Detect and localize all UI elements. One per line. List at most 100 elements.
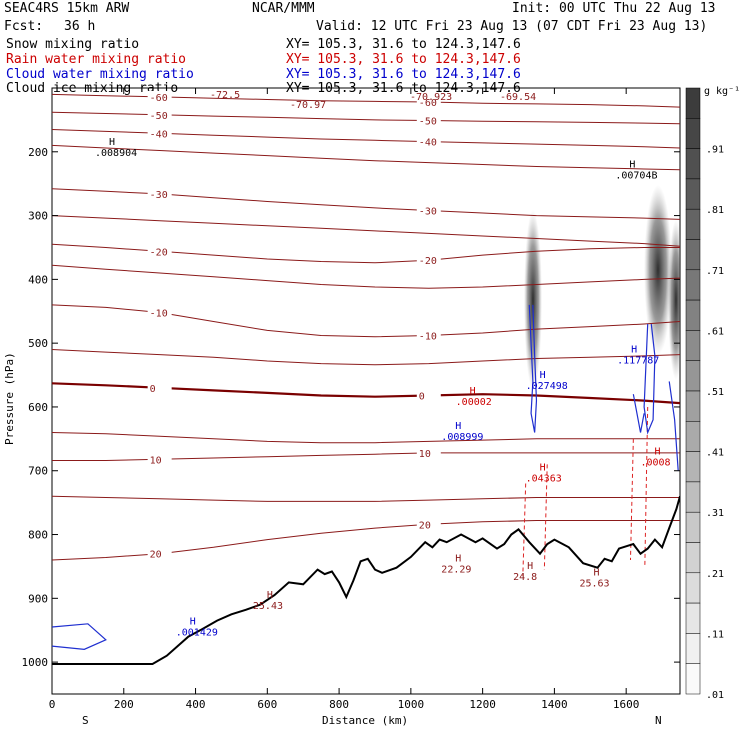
- y-tick-label: 700: [28, 465, 48, 478]
- isotherm-line: [52, 111, 680, 125]
- high-marker-h: H: [629, 159, 635, 170]
- colorbar-swatch: [685, 87, 701, 119]
- high-marker-h: H: [540, 370, 546, 381]
- isotherm-line: [52, 129, 680, 149]
- high-marker-value: .027498: [526, 381, 568, 392]
- isotherm-label: 20: [150, 550, 162, 561]
- isotherm-label-bg: [416, 389, 441, 402]
- x-tick-label: 800: [329, 698, 349, 711]
- y-tick-label: 600: [28, 401, 48, 414]
- colorbar-swatch: [685, 269, 701, 301]
- colorbar-swatch: [685, 542, 701, 574]
- colorbar: .91 .81 .71 .61 .51 .41 .31 .21 .11 .01: [685, 87, 724, 701]
- high-marker-value: .117787: [617, 355, 659, 366]
- isotherm-label: 0: [150, 384, 156, 395]
- top-contour-label: -70.923: [410, 92, 452, 103]
- colorbar-swatch: [685, 451, 701, 483]
- high-marker-h: H: [455, 421, 461, 432]
- y-tick-label: 500: [28, 337, 48, 350]
- colorbar-swatch: [685, 663, 701, 695]
- isotherm-label: -30: [150, 190, 168, 201]
- temperature-contours: -60 -60 -50 -50 -40 -40 -30 -30 -20 -20 -10 -10 0 0 10…: [52, 90, 680, 561]
- high-marker-value: .001429: [176, 628, 218, 639]
- colorbar-label: .11: [706, 629, 724, 640]
- high-marker-h: H: [190, 617, 196, 628]
- isotherm-label-bg: [147, 306, 172, 319]
- high-marker-value: .04363: [526, 473, 562, 484]
- colorbar-label: .91: [706, 145, 724, 156]
- isotherm-label-bg: [147, 187, 172, 200]
- high-marker-h: H: [540, 462, 546, 473]
- colorbar-swatch: [685, 239, 701, 271]
- high-marker-value: 22.29: [441, 565, 471, 576]
- plot-frame: [51, 87, 681, 695]
- init-time: Init: 00 UTC Thu 22 Aug 13: [512, 1, 716, 16]
- isotherm-line: [52, 452, 680, 461]
- snow-plumes: [524, 185, 680, 390]
- legend-rain-xy: XY= 105.3, 31.6 to 124.3,147.6: [286, 52, 521, 67]
- y-tick-label: 400: [28, 273, 48, 286]
- high-marker-value: .00002: [456, 397, 492, 408]
- isotherm-label: -60: [150, 93, 168, 104]
- legend: Snow mixing ratio XY= 105.3, 31.6 to 124…: [6, 37, 521, 96]
- high-marker-h: H: [654, 446, 660, 457]
- isotherm-label-bg: [147, 90, 172, 103]
- colorbar-label: .81: [706, 205, 724, 216]
- isotherm-label: -10: [150, 309, 168, 320]
- y-tick-label: 300: [28, 210, 48, 223]
- x-tick-label: 400: [186, 698, 206, 711]
- colorbar-swatch: [685, 360, 701, 392]
- isotherm-label-bg: [416, 446, 441, 459]
- isotherm-label-bg: [147, 547, 172, 560]
- terrain-profile: [52, 496, 680, 665]
- isotherm-label: -40: [419, 138, 437, 149]
- isotherm-label-bg: [416, 114, 441, 127]
- cloud-water-contour: [52, 623, 107, 650]
- isotherm-label: -30: [419, 206, 437, 217]
- isotherm-label-bg: [416, 96, 441, 109]
- isotherm-label-bg: [416, 204, 441, 217]
- snow-plume-3: [668, 220, 680, 380]
- x-tick-label: 200: [114, 698, 134, 711]
- isotherm-line: [52, 432, 680, 444]
- colorbar-swatch: [685, 208, 701, 240]
- colorbar-label: .31: [706, 508, 724, 519]
- high-marker-h: H: [109, 137, 115, 148]
- terrain-line: [52, 496, 680, 665]
- y-axis-title: Pressure (hPa): [3, 352, 16, 445]
- isotherm-label: 0: [419, 391, 425, 402]
- high-marker-h: H: [631, 344, 637, 355]
- high-marker-h: H: [593, 568, 599, 579]
- x-tick-label: 1200: [469, 698, 496, 711]
- isotherm-line: [52, 304, 680, 338]
- cloud-water-contour: [643, 323, 656, 435]
- isotherm-line: [52, 495, 680, 502]
- top-contour-label: -70.97: [290, 100, 326, 111]
- x-tick-label: 600: [257, 698, 277, 711]
- colorbar-swatch: [685, 602, 701, 634]
- cloud-water-contour: [528, 304, 538, 433]
- isotherm-label-bg: [416, 254, 441, 267]
- rain-water-contours: [522, 406, 649, 577]
- high-marker-value: 25.63: [579, 579, 609, 590]
- isotherm-label: 10: [150, 455, 162, 466]
- end-label-south: S: [82, 714, 89, 727]
- high-marker-value: 24.8: [513, 572, 537, 583]
- colorbar-swatch: [685, 299, 701, 331]
- colorbar-label: .61: [706, 326, 724, 337]
- colorbar-label: .21: [706, 569, 724, 580]
- isotherm-label: -50: [150, 111, 168, 122]
- institution-label: NCAR/MMM: [252, 1, 315, 16]
- high-marker-value: .00704B: [615, 170, 657, 181]
- legend-snow-name: Snow mixing ratio: [6, 37, 139, 52]
- isotherm-line: [52, 264, 680, 289]
- isotherm-label-bg: [147, 127, 172, 140]
- colorbar-swatch: [685, 118, 701, 149]
- colorbar-swatch: [685, 511, 701, 543]
- isotherm-label-bg: [147, 453, 172, 466]
- colorbar-label: .71: [706, 266, 724, 277]
- isotherm-label: -20: [419, 256, 437, 267]
